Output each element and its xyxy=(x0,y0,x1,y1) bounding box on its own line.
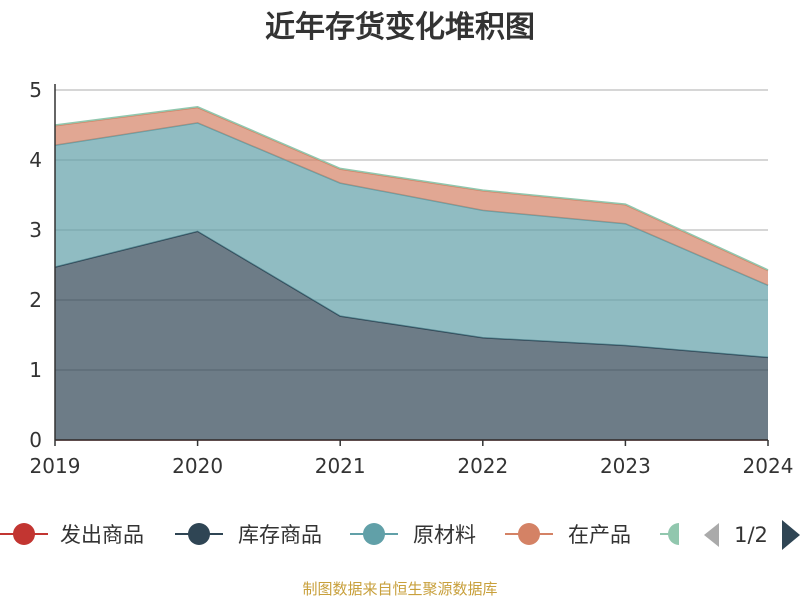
series-line-1 xyxy=(54,230,769,359)
legend-item[interactable]: 在产品 xyxy=(505,523,631,547)
legend-item[interactable]: 库存商品 xyxy=(175,523,322,547)
legend-marker xyxy=(363,523,385,545)
legend: 发出商品 库存商品 原材料 在产品 1/2 xyxy=(0,520,800,550)
y-tick-label: 2 xyxy=(29,288,42,312)
y-tick-label: 0 xyxy=(29,428,42,452)
source-note: 制图数据来自恒生聚源数据库 xyxy=(302,580,497,598)
legend-marker xyxy=(518,523,540,545)
area-layer xyxy=(54,106,769,441)
x-tick-label: 2024 xyxy=(743,454,794,478)
legend-marker xyxy=(13,523,35,545)
legend-item[interactable]: 原材料 xyxy=(350,523,476,547)
legend-label: 在产品 xyxy=(568,523,631,547)
x-tick-label: 2023 xyxy=(600,454,651,478)
series-line-4 xyxy=(54,106,769,271)
legend-item[interactable]: 发出商品 xyxy=(0,523,144,547)
chart-title: 近年存货变化堆积图 xyxy=(265,10,535,45)
legend-next-page-icon[interactable] xyxy=(782,520,800,550)
x-tick-label: 2021 xyxy=(315,454,366,478)
legend-label: 原材料 xyxy=(413,523,476,547)
axes: 0 1 2 3 4 5 2019 2020 2021 2022 2023 2024 xyxy=(29,78,793,478)
area-series-2 xyxy=(55,122,768,358)
legend-marker xyxy=(188,523,210,545)
y-tick-label: 5 xyxy=(29,78,42,102)
legend-marker xyxy=(668,523,679,545)
area-series-3 xyxy=(55,107,768,286)
area-series-1 xyxy=(55,231,768,440)
legend-label: 库存商品 xyxy=(238,523,322,547)
y-tick-label: 1 xyxy=(29,358,42,382)
x-tick-label: 2020 xyxy=(172,454,223,478)
x-tick-label: 2019 xyxy=(30,454,81,478)
y-tick-label: 4 xyxy=(29,148,42,172)
x-tick-label: 2022 xyxy=(457,454,508,478)
legend-prev-page-icon[interactable] xyxy=(704,523,719,547)
legend-label: 发出商品 xyxy=(60,523,144,547)
legend-item[interactable] xyxy=(660,523,679,545)
y-tick-label: 3 xyxy=(29,218,42,242)
legend-page-indicator: 1/2 xyxy=(734,523,768,547)
